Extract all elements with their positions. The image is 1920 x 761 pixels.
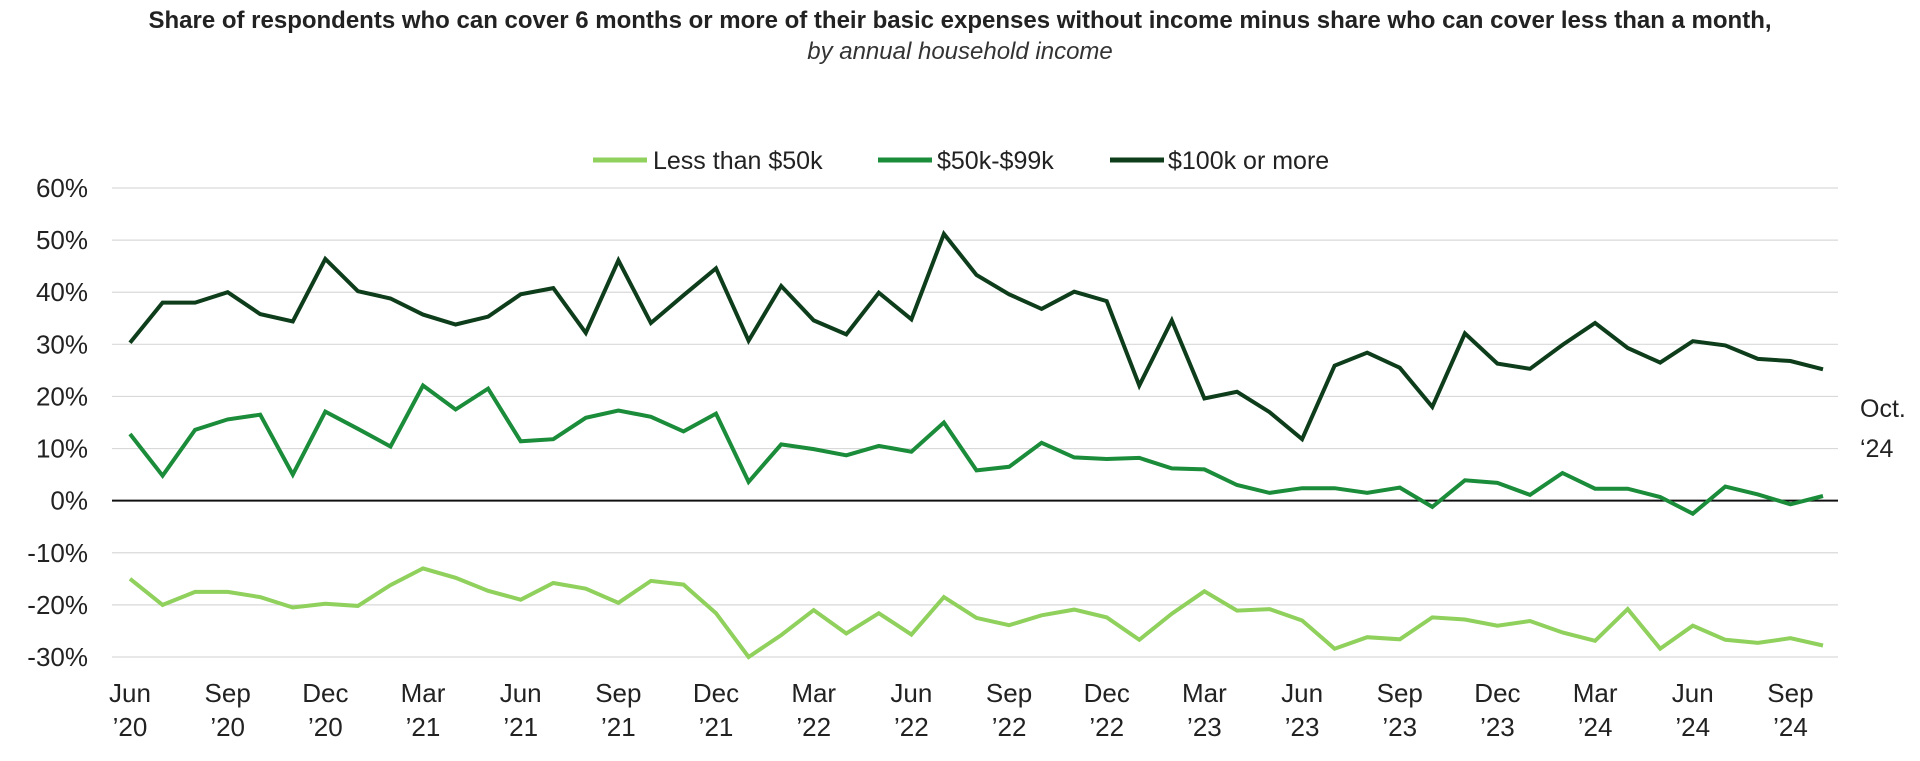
- x-tick-month: Sep: [595, 678, 641, 708]
- series-line-3: [128, 229, 1824, 443]
- x-tick-year: ’22: [894, 712, 929, 742]
- x-tick-month: Mar: [401, 678, 446, 708]
- y-tick-label: -10%: [27, 538, 88, 568]
- x-tick-month: Sep: [1377, 678, 1423, 708]
- x-tick-month: Mar: [1573, 678, 1618, 708]
- x-tick-year: ’20: [113, 712, 148, 742]
- y-tick-label: -30%: [27, 642, 88, 672]
- x-tick-year: ’21: [406, 712, 441, 742]
- x-tick-year: ’22: [992, 712, 1027, 742]
- chart-subtitle: by annual household income: [807, 38, 1113, 65]
- x-tick-month: Jun: [890, 678, 932, 708]
- y-tick-label: 50%: [36, 225, 88, 255]
- x-tick-month: Dec: [1084, 678, 1130, 708]
- x-tick-year: ’21: [699, 712, 734, 742]
- x-tick-year: ’21: [601, 712, 636, 742]
- x-tick-year: ’21: [503, 712, 538, 742]
- x-tick-year: ’24: [1578, 712, 1613, 742]
- legend-label: $100k or more: [1168, 147, 1329, 175]
- x-tick-month: Dec: [693, 678, 739, 708]
- x-tick-year: ’23: [1285, 712, 1320, 742]
- x-tick-month: Dec: [302, 678, 348, 708]
- legend-label: $50k-$99k: [937, 147, 1054, 175]
- chart-title: Share of respondents who can cover 6 mon…: [148, 7, 1772, 34]
- end-label-year: ‘24: [1860, 435, 1893, 463]
- x-tick-year: ’23: [1187, 712, 1222, 742]
- x-tick-month: Sep: [1767, 678, 1813, 708]
- x-tick-month: Jun: [500, 678, 542, 708]
- x-tick-month: Jun: [1281, 678, 1323, 708]
- x-tick-year: ’22: [1089, 712, 1124, 742]
- series-line-1: [128, 566, 1824, 660]
- x-tick-year: ’23: [1382, 712, 1417, 742]
- x-tick-month: Mar: [791, 678, 836, 708]
- x-tick-month: Mar: [1182, 678, 1227, 708]
- x-tick-month: Dec: [1474, 678, 1520, 708]
- x-tick-month: Sep: [986, 678, 1032, 708]
- y-tick-label: 0%: [50, 486, 88, 516]
- chart-title-block: Share of respondents who can cover 6 mon…: [0, 6, 1920, 68]
- y-tick-label: 10%: [36, 434, 88, 464]
- y-tick-label: 60%: [36, 173, 88, 203]
- x-tick-year: ’24: [1773, 712, 1808, 742]
- x-tick-year: ’22: [796, 712, 831, 742]
- x-tick-year: ’23: [1480, 712, 1515, 742]
- x-tick-year: ’24: [1675, 712, 1710, 742]
- end-label-month: Oct.: [1860, 395, 1906, 423]
- x-tick-year: ’20: [308, 712, 343, 742]
- x-tick-month: Jun: [109, 678, 151, 708]
- x-tick-month: Jun: [1672, 678, 1714, 708]
- x-tick-month: Sep: [205, 678, 251, 708]
- y-tick-label: 40%: [36, 277, 88, 307]
- y-tick-label: -20%: [27, 590, 88, 620]
- x-tick-year: ’20: [210, 712, 245, 742]
- legend-label: Less than $50k: [653, 147, 823, 175]
- y-tick-label: 30%: [36, 329, 88, 359]
- y-tick-label: 20%: [36, 381, 88, 411]
- series-line-2: [128, 382, 1824, 517]
